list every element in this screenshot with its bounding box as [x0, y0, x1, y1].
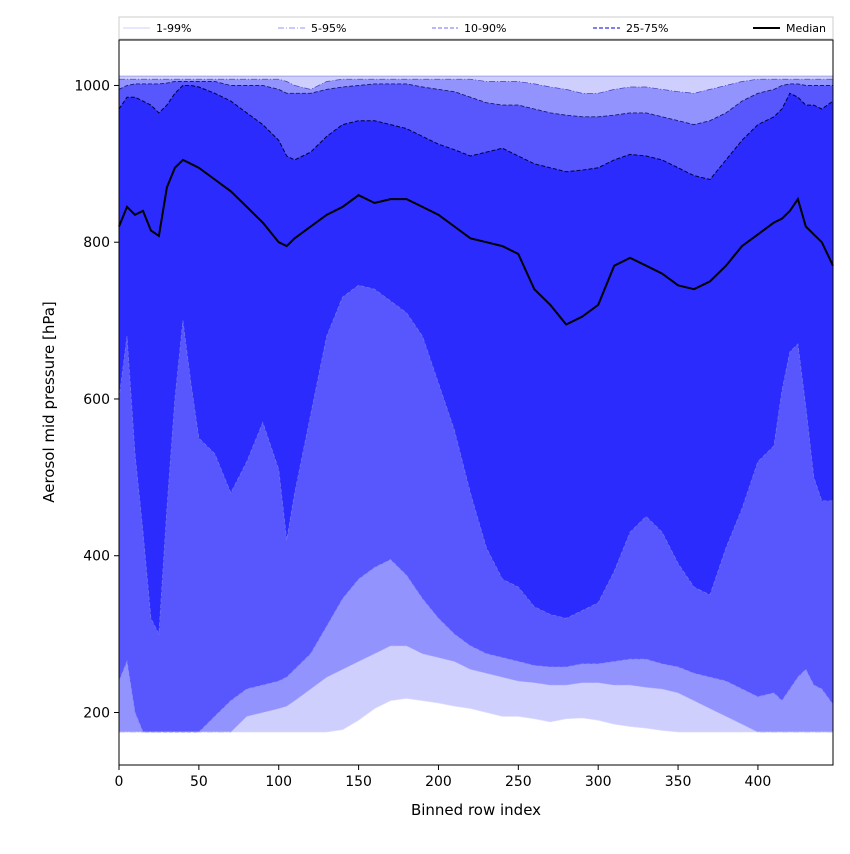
line-p10 [118, 559, 834, 733]
x-tick-label-400: 400 [745, 774, 772, 790]
legend-entry-median: Median [753, 22, 826, 35]
x-tick-label-0: 0 [115, 774, 124, 790]
legend-entry-1-99: 1-99% [123, 22, 191, 35]
x-tick-label-250: 250 [505, 774, 532, 790]
legend-entry-5-95: 5-95% [278, 22, 346, 35]
y-tick-label-200: 200 [83, 705, 110, 721]
plot-area [118, 39, 834, 766]
band-layer [119, 76, 833, 733]
x-tick-label-350: 350 [665, 774, 692, 790]
legend-entry-10-90: 10-90% [432, 22, 506, 35]
legend: 1-99% 5-95% 10-90% 25-75% Median [118, 16, 834, 40]
y-tick-label-600: 600 [83, 392, 110, 408]
line-p95 [119, 78, 833, 94]
plot-frame [118, 39, 834, 766]
line-p75 [118, 85, 834, 181]
line-median [118, 158, 834, 326]
legend-label-25-75: 25-75% [626, 22, 668, 35]
y-tick-label-1000: 1000 [74, 78, 110, 94]
x-axis: 0 50 100 150 200 250 300 350 400 [115, 765, 772, 790]
line-p90 [118, 81, 833, 126]
x-tick-label-150: 150 [345, 774, 372, 790]
x-axis-label: Binned row index [411, 801, 541, 819]
legend-label-median: Median [786, 22, 826, 35]
band-25-75 [119, 85, 833, 635]
x-tick-label-100: 100 [265, 774, 292, 790]
y-axis: 200 400 600 800 1000 [74, 78, 119, 721]
legend-label-5-95: 5-95% [311, 22, 346, 35]
y-axis-label: Aerosol mid pressure [hPa] [40, 301, 58, 503]
x-tick-label-300: 300 [585, 774, 612, 790]
legend-label-10-90: 10-90% [464, 22, 506, 35]
line-layer [118, 75, 834, 733]
x-tick-label-50: 50 [190, 774, 208, 790]
legend-frame [118, 16, 834, 40]
line-p25 [118, 284, 833, 636]
legend-entry-25-75: 25-75% [593, 22, 668, 35]
y-tick-label-800: 800 [83, 235, 110, 251]
y-tick-label-400: 400 [83, 549, 110, 565]
legend-label-1-99: 1-99% [156, 22, 191, 35]
x-tick-label-200: 200 [425, 774, 452, 790]
